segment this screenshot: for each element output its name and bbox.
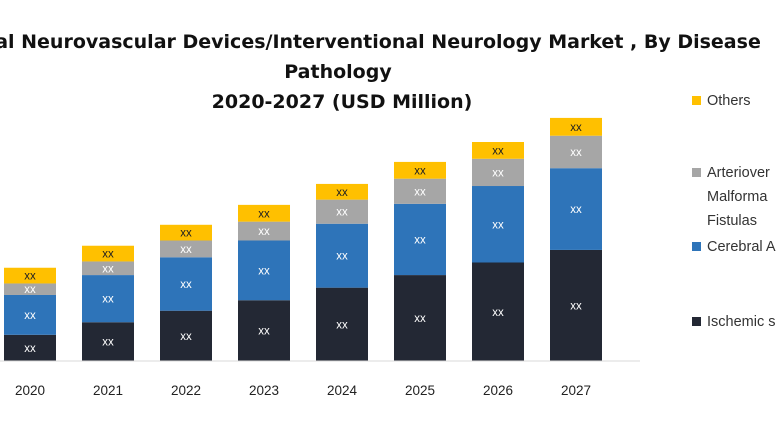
x-tick-label-2021: 2021 <box>93 383 123 398</box>
x-tick-label-2020: 2020 <box>15 383 45 398</box>
bar-others-2023 <box>238 204 290 222</box>
bar-arteriovenous-malformations-and-fistulas-2023 <box>238 221 290 241</box>
legend-swatch-others <box>692 96 701 105</box>
legend-label-arteriovenous-line-1: Arteriover <box>707 165 770 181</box>
legend-label-others: Others <box>707 93 751 109</box>
bar-others-2022 <box>160 224 212 241</box>
data-label-ischemic-s-2021: xx <box>102 337 114 349</box>
chart-title: al Neurovascular Devices/Interventional … <box>0 31 761 113</box>
data-label-arteriovenous-malformations-and-fistulas-2020: xx <box>24 284 36 296</box>
x-axis-ticks: 2020 2021 2022 2023 2024 2025 2026 2027 <box>15 383 591 398</box>
data-label-ischemic-s-2023: xx <box>258 326 270 338</box>
bar-arteriovenous-malformations-and-fistulas-2027 <box>550 135 602 169</box>
bar-others-2027 <box>550 117 602 136</box>
bar-ischemic-s-2020 <box>4 334 56 361</box>
data-label-others-2023: xx <box>258 208 270 220</box>
data-label-cerebral-a-2025: xx <box>414 234 426 246</box>
data-label-arteriovenous-malformations-and-fistulas-2022: xx <box>180 244 192 256</box>
data-label-cerebral-a-2020: xx <box>24 310 36 322</box>
bar-ischemic-s-2022 <box>160 310 212 361</box>
data-label-ischemic-s-2024: xx <box>336 319 348 331</box>
data-label-cerebral-a-2022: xx <box>180 279 192 291</box>
legend-swatch-ischemic <box>692 317 701 326</box>
data-label-cerebral-a-2026: xx <box>492 219 504 231</box>
data-label-cerebral-a-2024: xx <box>336 251 348 263</box>
bar-others-2024 <box>316 183 368 200</box>
chart-title-line-2: Pathology <box>284 61 392 83</box>
bar-ischemic-s-2026 <box>472 262 524 361</box>
data-label-cerebral-a-2021: xx <box>102 294 114 306</box>
data-label-arteriovenous-malformations-and-fistulas-2027: xx <box>570 147 582 159</box>
x-tick-label-2025: 2025 <box>405 383 435 398</box>
data-label-ischemic-s-2020: xx <box>24 343 36 355</box>
legend: Others Arteriover Malforma Fistulas Cere… <box>692 93 776 330</box>
data-label-others-2026: xx <box>492 145 504 157</box>
bar-others-2025 <box>394 161 446 179</box>
chart-title-line-3: 2020-2027 (USD Million) <box>212 91 473 113</box>
legend-swatch-cerebral <box>692 242 701 251</box>
data-label-arteriovenous-malformations-and-fistulas-2023: xx <box>258 226 270 238</box>
x-tick-label-2026: 2026 <box>483 383 513 398</box>
bar-arteriovenous-malformations-and-fistulas-2020 <box>4 283 56 295</box>
bar-cerebral-a-2021 <box>82 275 134 323</box>
bar-arteriovenous-malformations-and-fistulas-2025 <box>394 178 446 204</box>
data-label-others-2025: xx <box>414 165 426 177</box>
bar-others-2021 <box>82 245 134 262</box>
bar-others-2026 <box>472 142 524 159</box>
data-label-ischemic-s-2027: xx <box>570 300 582 312</box>
data-label-others-2022: xx <box>180 228 192 240</box>
bar-ischemic-s-2025 <box>394 275 446 361</box>
bar-arteriovenous-malformations-and-fistulas-2022 <box>160 240 212 258</box>
data-label-cerebral-a-2023: xx <box>258 265 270 277</box>
data-label-arteriovenous-malformations-and-fistulas-2026: xx <box>492 167 504 179</box>
bar-cerebral-a-2024 <box>316 223 368 288</box>
bar-cerebral-a-2026 <box>472 186 524 263</box>
bar-area: xx xx xx xx xx xx xx xx xx xx xx xx xx xx xx xx xx xx xx xx… <box>4 117 602 361</box>
x-tick-label-2023: 2023 <box>249 383 279 398</box>
bar-arteriovenous-malformations-and-fistulas-2026 <box>472 158 524 187</box>
bar-ischemic-s-2023 <box>238 300 290 361</box>
data-label-arteriovenous-malformations-and-fistulas-2021: xx <box>102 263 114 275</box>
bar-arteriovenous-malformations-and-fistulas-2021 <box>82 261 134 276</box>
x-tick-label-2022: 2022 <box>171 383 201 398</box>
data-label-arteriovenous-malformations-and-fistulas-2025: xx <box>414 186 426 198</box>
legend-label-arteriovenous-line-2: Malforma <box>707 189 768 205</box>
data-label-arteriovenous-malformations-and-fistulas-2024: xx <box>336 207 348 219</box>
bar-others-2020 <box>4 267 56 284</box>
bar-ischemic-s-2024 <box>316 287 368 361</box>
bar-cerebral-a-2027 <box>550 168 602 250</box>
data-label-ischemic-s-2022: xx <box>180 331 192 343</box>
data-label-ischemic-s-2026: xx <box>492 307 504 319</box>
bar-cerebral-a-2022 <box>160 257 212 311</box>
bar-cerebral-a-2025 <box>394 203 446 276</box>
data-label-others-2020: xx <box>24 271 36 283</box>
legend-label-arteriovenous-line-3: Fistulas <box>707 213 757 229</box>
chart-title-line-1: al Neurovascular Devices/Interventional … <box>0 31 761 53</box>
x-tick-label-2024: 2024 <box>327 383 358 398</box>
legend-swatch-arteriovenous <box>692 168 701 177</box>
data-label-others-2021: xx <box>102 249 114 261</box>
data-label-cerebral-a-2027: xx <box>570 204 582 216</box>
x-tick-label-2027: 2027 <box>561 383 591 398</box>
bar-ischemic-s-2021 <box>82 322 134 361</box>
bar-arteriovenous-malformations-and-fistulas-2024 <box>316 199 368 224</box>
bar-ischemic-s-2027 <box>550 249 602 361</box>
data-label-others-2027: xx <box>570 122 582 134</box>
bar-cerebral-a-2020 <box>4 294 56 335</box>
data-label-others-2024: xx <box>336 187 348 199</box>
legend-label-cerebral: Cerebral A <box>707 239 776 255</box>
bar-cerebral-a-2023 <box>238 240 290 301</box>
legend-label-ischemic: Ischemic s <box>707 314 776 330</box>
data-label-ischemic-s-2025: xx <box>414 313 426 325</box>
